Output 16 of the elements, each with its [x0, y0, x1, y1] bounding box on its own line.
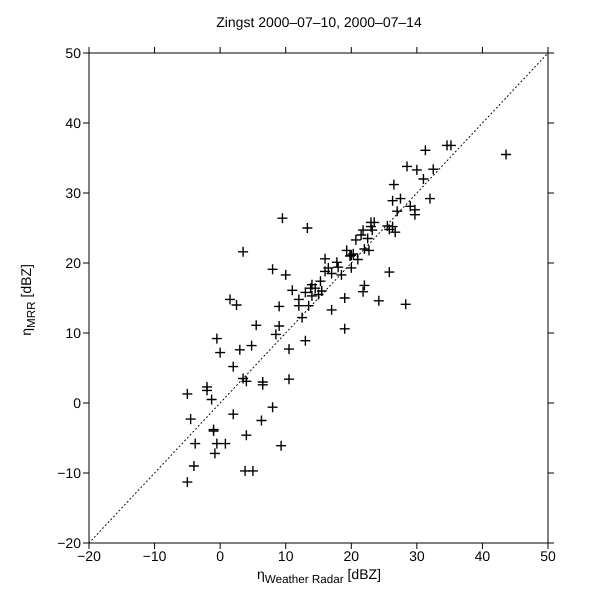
x-tick-label: 30 [409, 548, 425, 564]
x-tick-label: 50 [540, 548, 556, 564]
x-tick-label: 0 [216, 548, 224, 564]
x-axis-title: η$_{Weather Radar}$ [dBZ] [256, 566, 382, 586]
y-tick-label: 10 [65, 324, 82, 341]
y-tick-label: 30 [65, 184, 82, 201]
x-tick-label: 10 [278, 548, 294, 564]
x-tick-label: 20 [343, 548, 360, 564]
y-tick-label: 50 [65, 44, 82, 61]
chart-title: Zingst 2000–07–10, 2000–07–14 [215, 14, 423, 30]
y-tick-label: −10 [57, 464, 82, 481]
x-tick-label: −10 [142, 548, 167, 564]
y-tick-label: 40 [65, 114, 82, 131]
y-tick-label: 0 [73, 394, 82, 411]
x-tick-label: 40 [474, 548, 490, 564]
y-tick-label: 20 [65, 254, 82, 271]
